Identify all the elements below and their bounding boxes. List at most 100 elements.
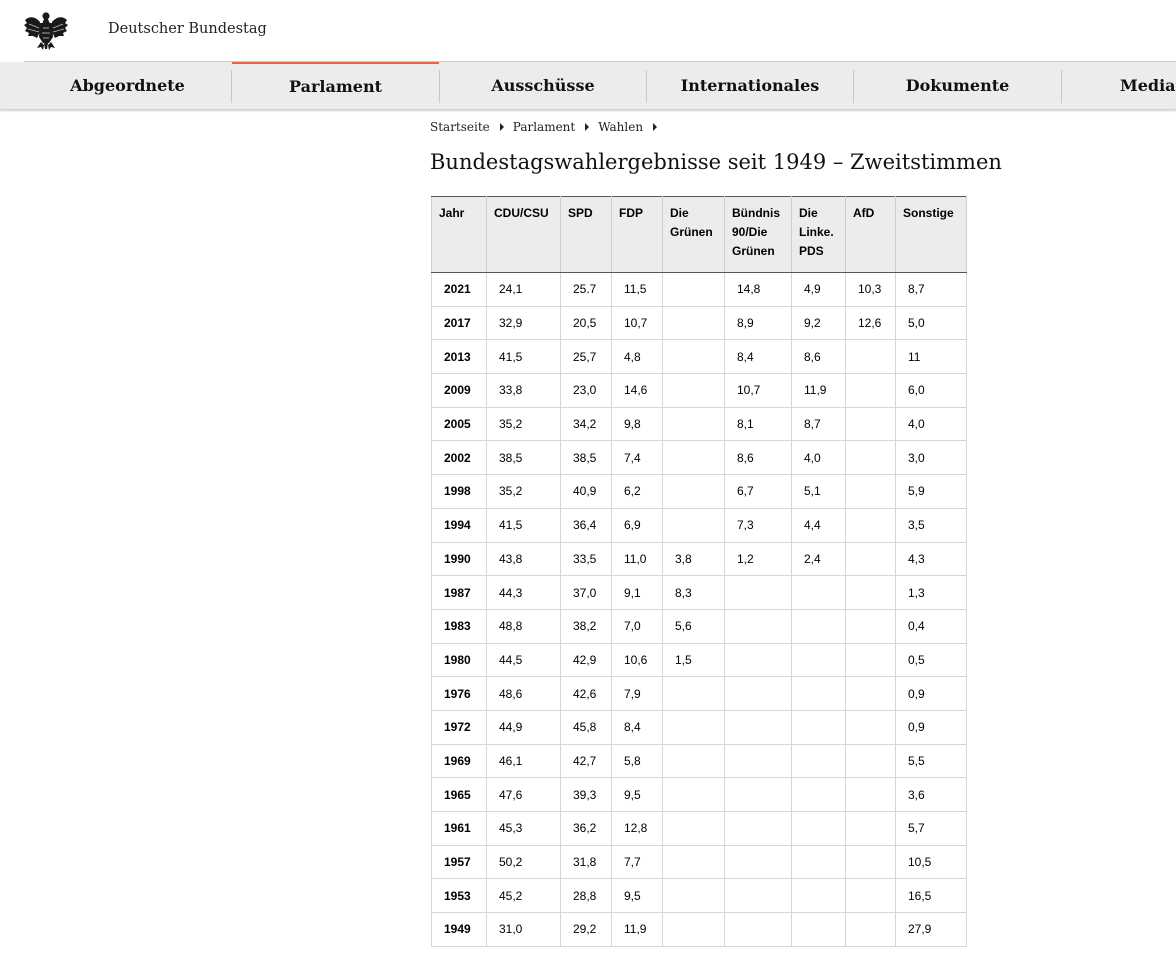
site-title[interactable]: Deutscher Bundestag (108, 21, 267, 37)
result-cell (662, 272, 725, 307)
table-row: 1969 46,1 42,7 5,8 5,5 (431, 743, 967, 779)
year-cell: 1990 (431, 541, 487, 577)
result-cell: 8,3 (662, 575, 725, 610)
result-cell (845, 777, 896, 812)
table-row: 1953 45,2 28,8 9,5 16,5 (431, 878, 967, 914)
result-cell: 44,9 (486, 709, 561, 745)
column-header-text: AfD (853, 206, 875, 220)
result-cell: 10,7 (724, 373, 792, 408)
table-row: 2009 33,8 23,0 14,6 10,7 11,9 6,0 (431, 373, 967, 408)
nav-item-mediathek[interactable]: Mediat (1120, 76, 1176, 95)
breadcrumb-arrow-icon (585, 123, 590, 131)
result-cell: 34,2 (560, 406, 612, 442)
table-row: 2013 41,5 25,7 4,8 8,4 8,6 11 (431, 339, 967, 375)
result-cell: 4,0 (895, 406, 967, 442)
result-cell: 9,8 (611, 406, 663, 442)
bundesadler-eagle-icon[interactable] (23, 10, 69, 50)
table-row: 1961 45,3 36,2 12,8 5,7 (431, 811, 967, 846)
result-cell: 48,6 (486, 676, 561, 711)
result-cell (791, 575, 846, 610)
result-cell: 12,6 (845, 305, 896, 341)
result-cell: 12,8 (611, 811, 663, 846)
result-cell (724, 912, 792, 947)
result-cell (845, 844, 896, 880)
result-cell: 25,7 (560, 339, 612, 375)
result-cell: 31,8 (560, 844, 612, 880)
result-cell: 41,5 (486, 339, 561, 375)
column-header-text: FDP (619, 206, 643, 220)
nav-item-parlament[interactable]: Parlament (232, 62, 439, 109)
result-cell (724, 642, 792, 678)
result-cell: 44,5 (486, 642, 561, 678)
column-header-text: Grünen (732, 244, 775, 258)
result-cell: 1,3 (895, 575, 967, 610)
result-cell (662, 912, 725, 947)
nav-item-internationales[interactable]: Internationales (680, 76, 820, 95)
result-cell: 5,1 (791, 474, 846, 509)
column-header-text: CDU/CSU (494, 206, 549, 220)
year-cell: 1998 (431, 474, 487, 509)
result-cell: 11 (895, 339, 967, 375)
year-cell: 1961 (431, 811, 487, 846)
result-cell: 4,4 (791, 507, 846, 543)
result-cell (791, 709, 846, 745)
year-cell: 1957 (431, 844, 487, 880)
result-cell: 6,7 (724, 474, 792, 509)
result-cell (662, 373, 725, 408)
result-cell: 35,2 (486, 406, 561, 442)
result-cell (845, 440, 896, 476)
result-cell: 7,9 (611, 676, 663, 711)
result-cell: 5,9 (895, 474, 967, 509)
year-cell: 2009 (431, 373, 487, 408)
result-cell: 50,2 (486, 844, 561, 880)
result-cell (791, 811, 846, 846)
column-header: Bündnis 90/Die Grünen (724, 196, 792, 273)
header-divider (24, 61, 1176, 62)
nav-separator (1061, 70, 1062, 103)
breadcrumb-startseite[interactable]: Startseite (430, 120, 490, 134)
year-cell: 1976 (431, 676, 487, 711)
nav-item-ausschuesse[interactable]: Ausschüsse (491, 76, 595, 95)
result-cell: 8,6 (791, 339, 846, 375)
result-cell: 8,9 (724, 305, 792, 341)
result-cell: 20,5 (560, 305, 612, 341)
breadcrumb-parlament[interactable]: Parlament (512, 120, 576, 134)
nav-item-dokumente[interactable]: Dokumente (905, 76, 1010, 95)
table-row: 2021 24,1 25.7 11,5 14,8 4,9 10,3 8,7 (431, 272, 967, 307)
year-cell: 2021 (431, 272, 487, 307)
year-cell: 1953 (431, 878, 487, 914)
column-header: SPD (560, 196, 612, 273)
result-cell: 14,8 (724, 272, 792, 307)
result-cell (791, 743, 846, 779)
result-cell: 25.7 (560, 272, 612, 307)
result-cell (791, 878, 846, 914)
result-cell: 41,5 (486, 507, 561, 543)
result-cell: 37,0 (560, 575, 612, 610)
result-cell (662, 507, 725, 543)
result-cell (662, 406, 725, 442)
column-header: CDU/CSU (486, 196, 561, 273)
result-cell: 33,5 (560, 541, 612, 577)
nav-item-abgeordnete[interactable]: Abgeordnete (70, 76, 185, 95)
result-cell: 31,0 (486, 912, 561, 947)
breadcrumb-wahlen[interactable]: Wahlen (598, 120, 644, 134)
result-cell (724, 575, 792, 610)
year-cell: 1994 (431, 507, 487, 543)
result-cell (724, 811, 792, 846)
result-cell: 46,1 (486, 743, 561, 779)
result-cell (662, 339, 725, 375)
nav-separator (853, 70, 854, 103)
result-cell: 3,8 (662, 541, 725, 577)
page-title: Bundestagswahlergebnisse seit 1949 – Zwe… (430, 150, 1002, 174)
table-row: 1983 48,8 38,2 7,0 5,6 0,4 (431, 608, 967, 644)
column-header-text: Jahr (439, 206, 465, 220)
result-cell (791, 912, 846, 947)
result-cell: 29,2 (560, 912, 612, 947)
column-header-text: Sonstige (903, 206, 954, 220)
result-cell: 23,0 (560, 373, 612, 408)
result-cell (845, 912, 896, 947)
column-header: Die Linke. PDS (791, 196, 846, 273)
result-cell (662, 743, 725, 779)
result-cell: 3,0 (895, 440, 967, 476)
result-cell (724, 709, 792, 745)
